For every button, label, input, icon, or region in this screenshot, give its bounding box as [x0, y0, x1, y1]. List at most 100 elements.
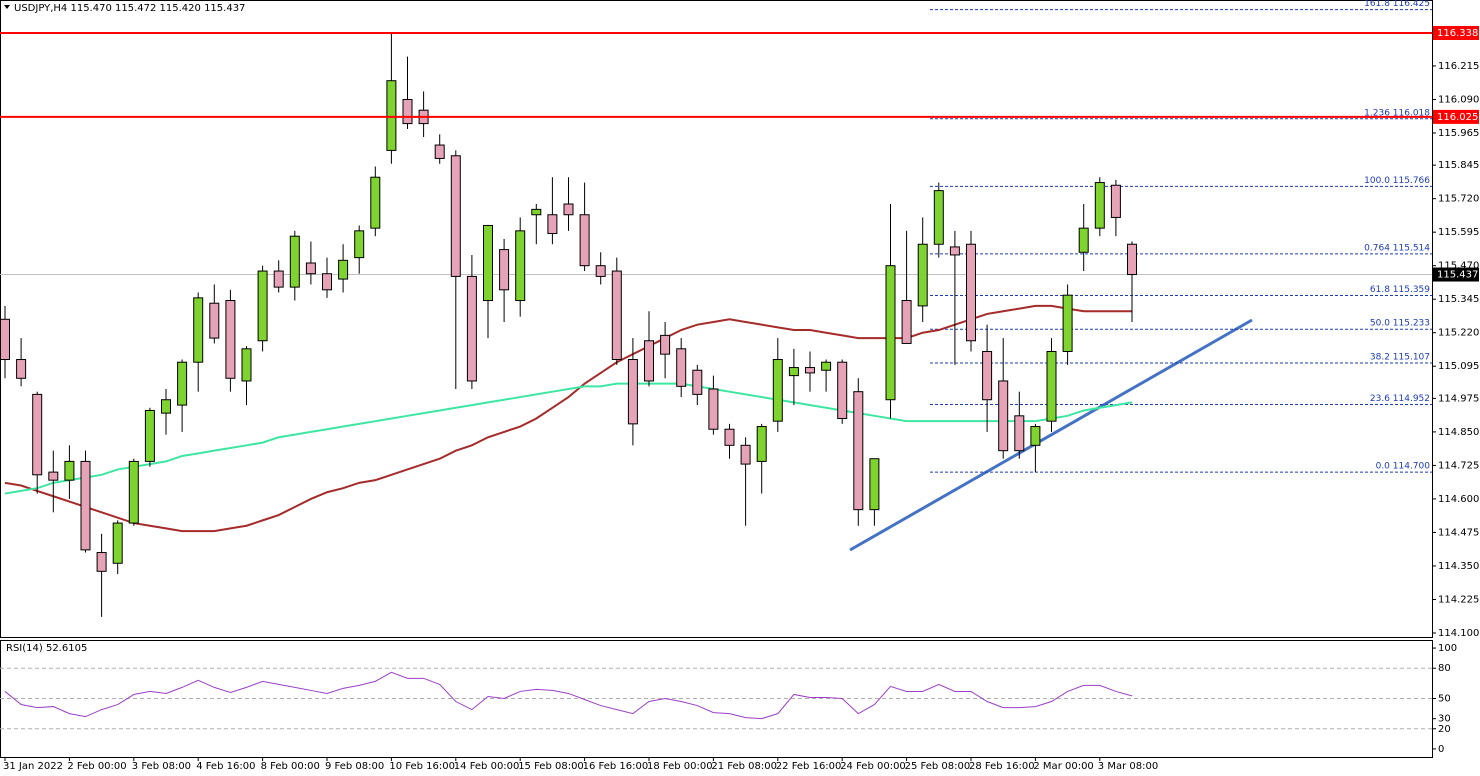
candle-body [64, 460, 75, 481]
candle-body [144, 409, 155, 462]
candle-body [499, 249, 510, 291]
candle-body [209, 302, 220, 339]
x-tick-label: 25 Feb 08:00 [905, 761, 971, 772]
candle-body [225, 300, 236, 379]
fib-label: 0.764 115.514 [1364, 243, 1430, 253]
moving-average [4, 304, 1132, 533]
x-tick-label: 8 Feb 00:00 [261, 761, 320, 772]
x-tick-label: 9 Feb 08:00 [325, 761, 384, 772]
y-tick-label: 115.595 [1438, 227, 1479, 238]
candle-body [531, 208, 542, 216]
y-tick-label: 115.470 [1438, 261, 1479, 272]
current-price-box [1433, 267, 1479, 282]
candle-body [660, 334, 671, 355]
candle-body [1094, 182, 1105, 229]
header-icon [4, 5, 10, 9]
x-tick-label: 22 Feb 16:00 [776, 761, 842, 772]
x-tick-label: 21 Feb 08:00 [711, 761, 777, 772]
y-tick-label: 114.225 [1438, 594, 1479, 605]
level-box [1433, 25, 1479, 40]
current-price-label: 115.437 [1437, 270, 1478, 281]
candle-body [241, 348, 252, 382]
candle-body [676, 348, 687, 387]
level-label: 116.338 [1437, 28, 1478, 39]
fib-label: 100.0 115.766 [1364, 176, 1430, 186]
rsi-tick-label: 20 [1438, 724, 1451, 735]
candle-body [402, 98, 413, 125]
candle-body [853, 391, 864, 511]
candle-body [692, 369, 703, 395]
fib-label: 23.6 114.952 [1370, 394, 1430, 404]
candle-body [933, 190, 944, 245]
fib-label: 161.8 116.425 [1364, 0, 1430, 9]
candle-body [998, 380, 1009, 452]
candle-body [869, 458, 880, 511]
fib-label: 50.0 115.233 [1370, 319, 1430, 329]
candle-body [949, 246, 960, 256]
candle-body [837, 361, 848, 420]
x-tick-label: 28 Feb 16:00 [969, 761, 1035, 772]
candle-body [466, 275, 477, 382]
candle-body [595, 265, 606, 277]
candle-body [96, 552, 107, 572]
candle-body [740, 444, 751, 465]
y-tick-label: 116.215 [1438, 61, 1479, 72]
candle-body [177, 361, 188, 406]
y-tick-label: 114.100 [1438, 628, 1479, 639]
candle-body [322, 273, 332, 291]
candle-body [1062, 294, 1073, 352]
candle-body [1030, 426, 1041, 446]
x-tick-label: 15 Feb 08:00 [518, 761, 584, 772]
candle-body [434, 144, 445, 159]
y-tick-label: 115.220 [1438, 328, 1479, 339]
candle-body [788, 367, 799, 377]
y-tick-label: 114.850 [1438, 427, 1479, 438]
candle-body [901, 300, 912, 344]
y-tick-label: 114.600 [1438, 494, 1479, 505]
candle-body [563, 203, 574, 216]
x-tick-label: 2 Feb 00:00 [67, 761, 126, 772]
candle-body [48, 471, 59, 481]
candle-body [370, 176, 381, 229]
x-tick-label: 14 Feb 00:00 [454, 761, 520, 772]
candle-body [579, 214, 590, 267]
candle-body [885, 265, 896, 401]
candle-body [724, 428, 735, 446]
y-tick-label: 114.975 [1438, 393, 1479, 404]
candle-body [1127, 243, 1137, 276]
x-tick-label: 16 Feb 16:00 [583, 761, 649, 772]
candle-body [756, 426, 767, 462]
candle-body [354, 230, 365, 259]
candle-body [821, 361, 832, 371]
rsi-title: RSI(14) 52.6105 [6, 643, 87, 654]
candle-body [338, 259, 349, 280]
candle-body [644, 340, 654, 382]
candle-body [112, 522, 123, 564]
rsi-tick-label: 50 [1438, 694, 1451, 705]
candle-body [305, 262, 316, 275]
candle-body [1014, 415, 1025, 452]
x-tick-label: 2 Mar 00:00 [1033, 761, 1093, 772]
candle-body [708, 388, 719, 430]
x-tick-label: 3 Mar 08:00 [1098, 761, 1158, 772]
fib-label: 38.2 115.107 [1370, 353, 1430, 363]
candle-body [1046, 350, 1057, 422]
level-label: 116.025 [1437, 112, 1478, 123]
candle-body [611, 270, 622, 361]
x-tick-label: 18 Feb 00:00 [647, 761, 713, 772]
candle-body [515, 230, 526, 302]
fib-label: 0.0 114.700 [1376, 462, 1431, 472]
y-tick-label: 115.345 [1438, 294, 1479, 305]
x-tick-label: 10 Feb 16:00 [389, 761, 455, 772]
candle-body [289, 235, 300, 288]
y-tick-label: 115.965 [1438, 128, 1479, 139]
moving-average [4, 382, 1133, 495]
candle-body [257, 270, 268, 342]
candle-body [80, 460, 91, 551]
candle-body [917, 243, 928, 307]
candle-body [193, 297, 204, 363]
candle-body [547, 214, 558, 235]
candle-body [483, 224, 493, 302]
candle-body [1078, 227, 1089, 253]
y-tick-label: 116.090 [1438, 94, 1479, 105]
